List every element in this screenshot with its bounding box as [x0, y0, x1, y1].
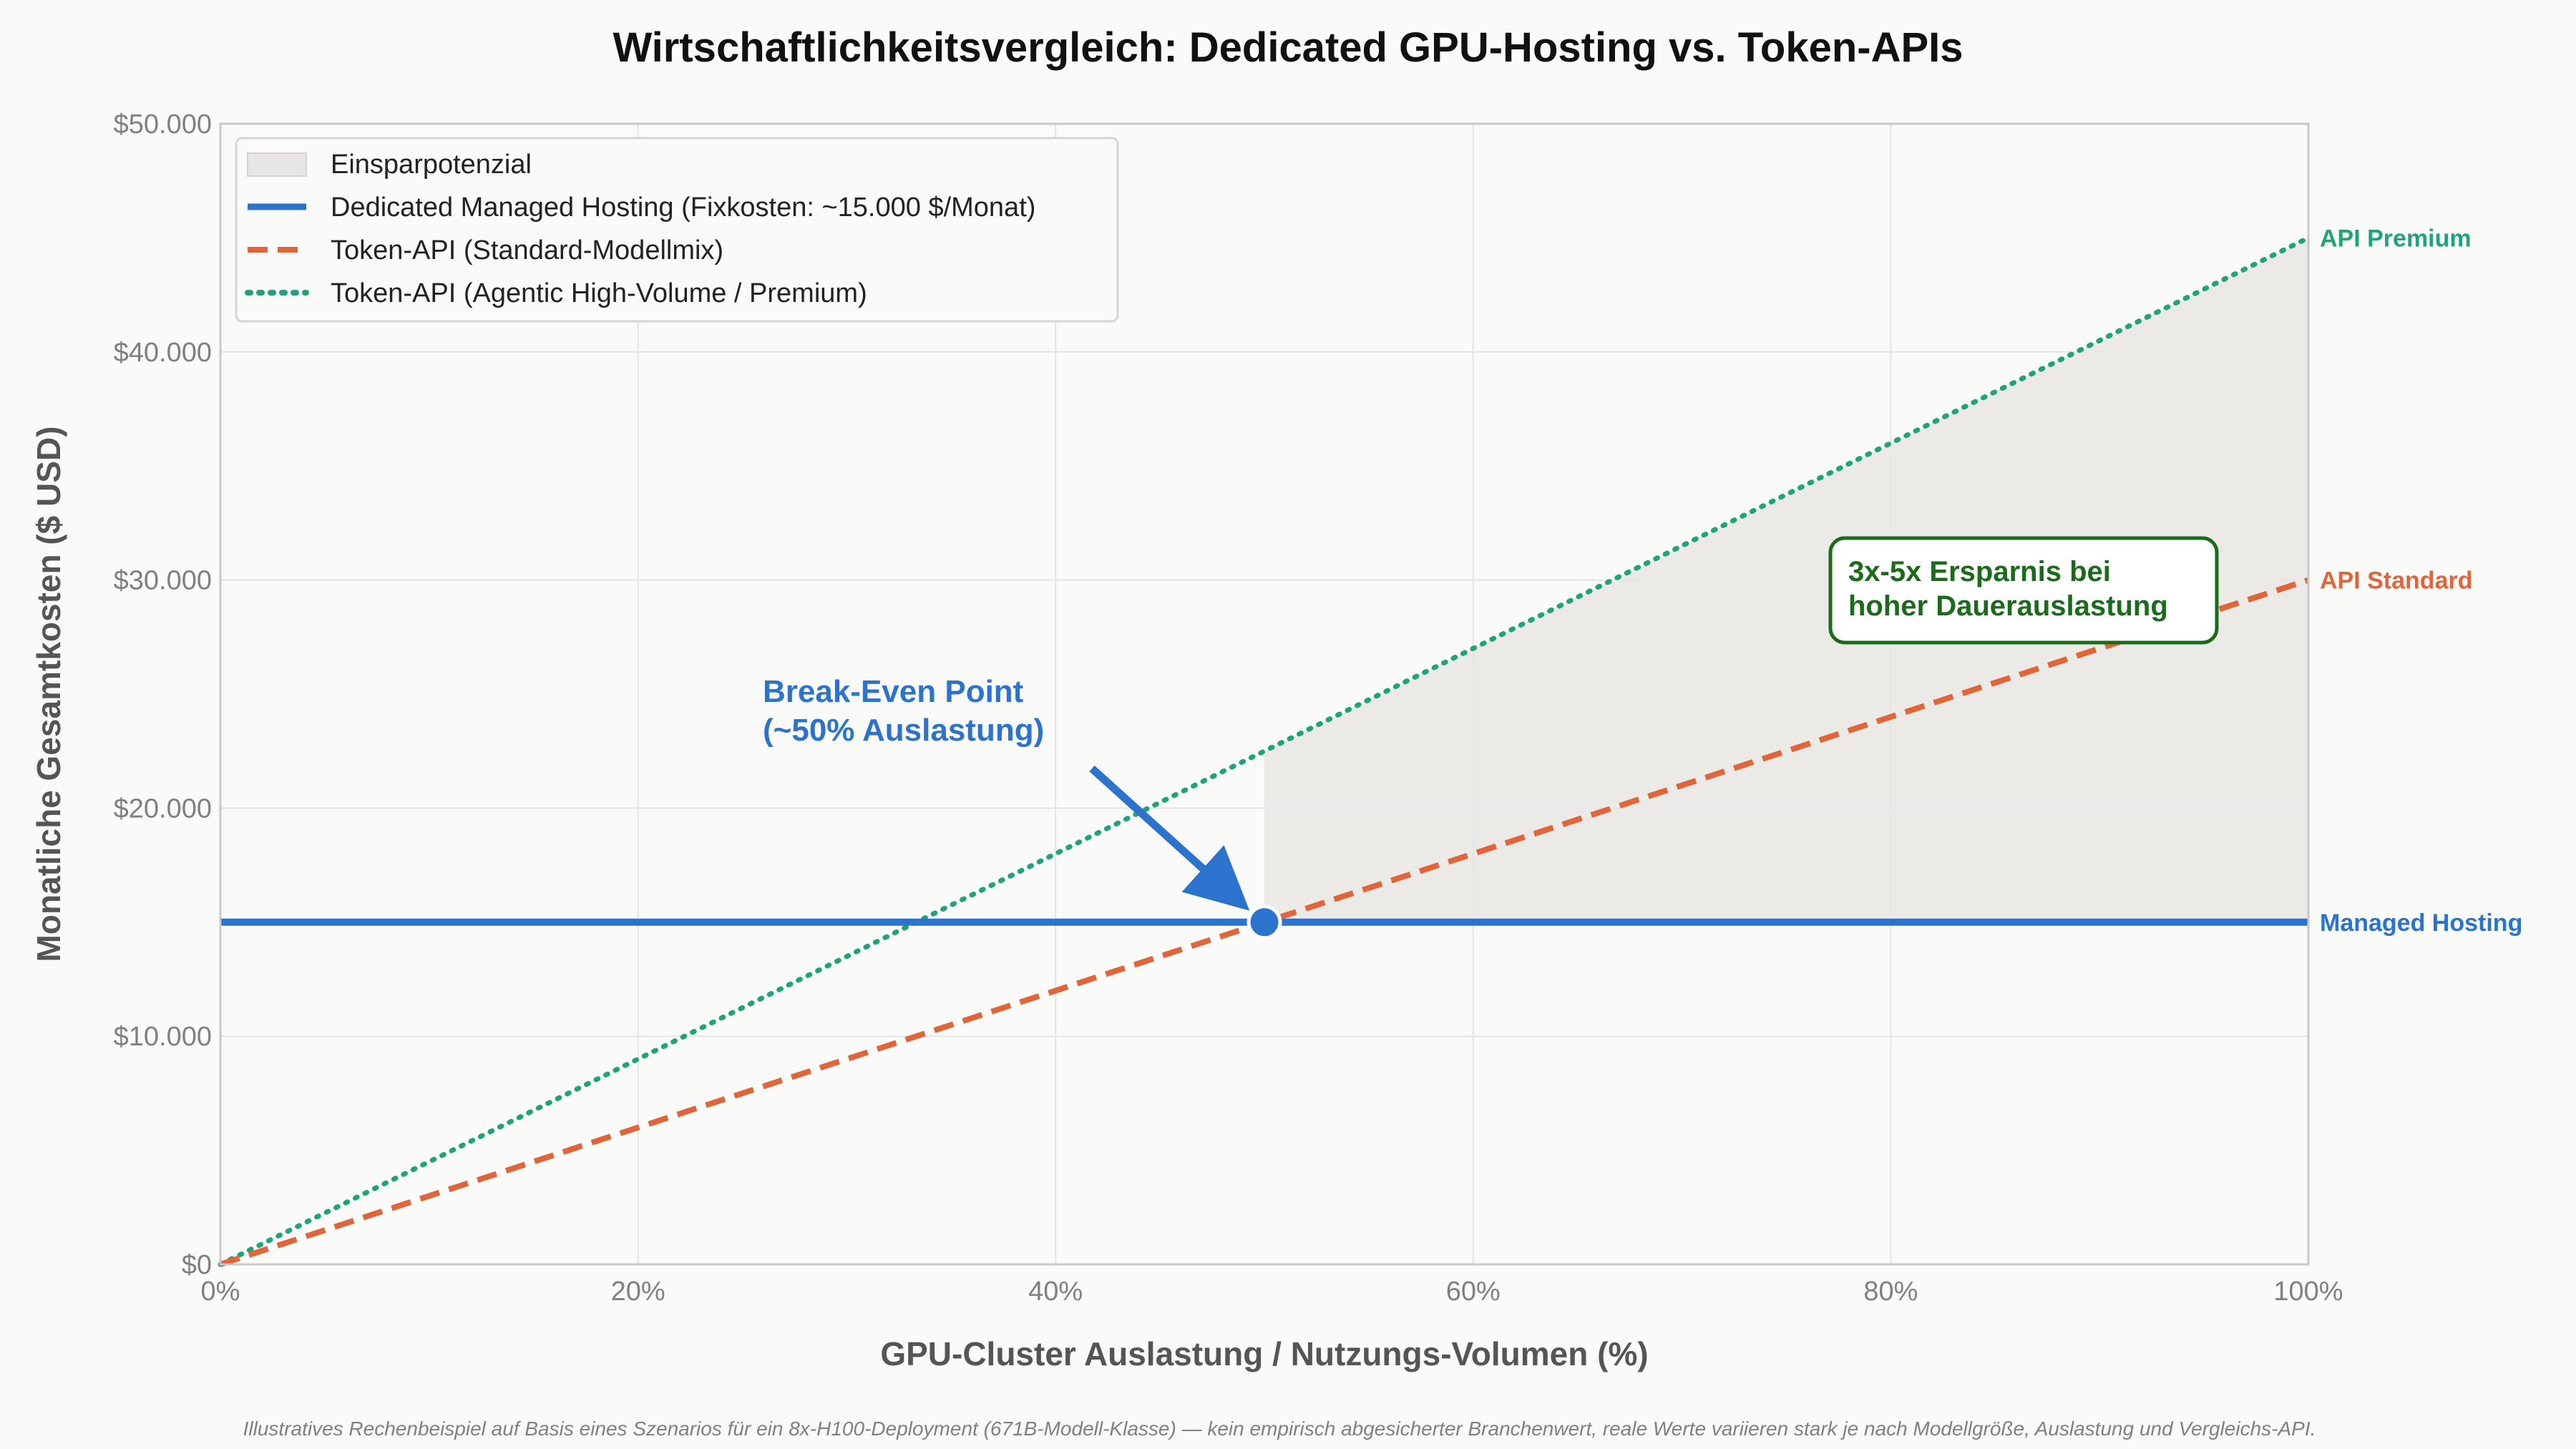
callout-line1: 3x-5x Ersparnis bei: [1848, 556, 2111, 587]
series-line-premium: [218, 235, 2311, 1267]
legend: Einsparpotenzial Dedicated Managed Hosti…: [235, 137, 1119, 323]
chart-title: Wirtschaftlichkeitsvergleich: Dedicated …: [613, 24, 1963, 71]
series-end-labels: Managed Hosting API Standard API Premium: [2320, 225, 2522, 936]
end-label-managed: Managed Hosting: [2320, 909, 2522, 937]
x-tick-label: 20%: [611, 1277, 665, 1307]
callout-box: [1828, 536, 2219, 645]
x-axis-label: GPU-Cluster Auslastung / Nutzungs-Volume…: [880, 1335, 1648, 1372]
footnote: Illustratives Rechenbeispiel auf Basis e…: [243, 1418, 2316, 1440]
x-tick-label: 0%: [201, 1277, 240, 1307]
break-even-label-line2: (~50% Auslastung): [763, 713, 1044, 748]
x-tick-label: 60%: [1446, 1277, 1501, 1307]
y-tick-label: $20.000: [114, 794, 212, 824]
y-tick-label: $50.000: [114, 109, 212, 140]
y-axis-label: Monatliche Gesamtkosten ($ USD): [30, 426, 67, 962]
legend-label-premium: Token-API (Agentic High-Volume / Premium…: [331, 278, 867, 308]
break-even-point: [1246, 904, 1282, 940]
callout-line2: hoher Dauerauslastung: [1848, 590, 2168, 622]
plot-frame: [219, 122, 2310, 1266]
y-tick-label: $10.000: [114, 1022, 212, 1052]
end-label-standard: API Standard: [2320, 567, 2472, 595]
x-tick-label: 80%: [1863, 1277, 1918, 1307]
legend-label-savings: Einsparpotenzial: [331, 150, 532, 180]
legend-label-managed: Dedicated Managed Hosting (Fixkosten: ~1…: [331, 192, 1035, 223]
legend-swatch-savings: [247, 152, 307, 177]
break-even-arrow: [1089, 765, 1250, 911]
savings-callout: 3x-5x Ersparnis bei hoher Dauerauslastun…: [1828, 536, 2219, 645]
y-tick-label: $0: [182, 1250, 212, 1280]
y-tick-label: $40.000: [114, 338, 212, 368]
y-tick-label: $30.000: [114, 566, 212, 596]
legend-label-standard: Token-API (Standard-Modellmix): [331, 235, 723, 265]
axis-ticks: 0% 20% 40% 60% 80% 100% $0 $10.000 $20.000 $30.00…: [114, 109, 2343, 1307]
end-label-premium: API Premium: [2320, 225, 2472, 252]
x-tick-label: 100%: [2273, 1277, 2343, 1307]
break-even-label-line1: Break-Even Point: [763, 674, 1024, 709]
savings-area: [1264, 238, 2308, 922]
legend-box: [235, 137, 1119, 323]
x-tick-label: 40%: [1028, 1277, 1083, 1307]
